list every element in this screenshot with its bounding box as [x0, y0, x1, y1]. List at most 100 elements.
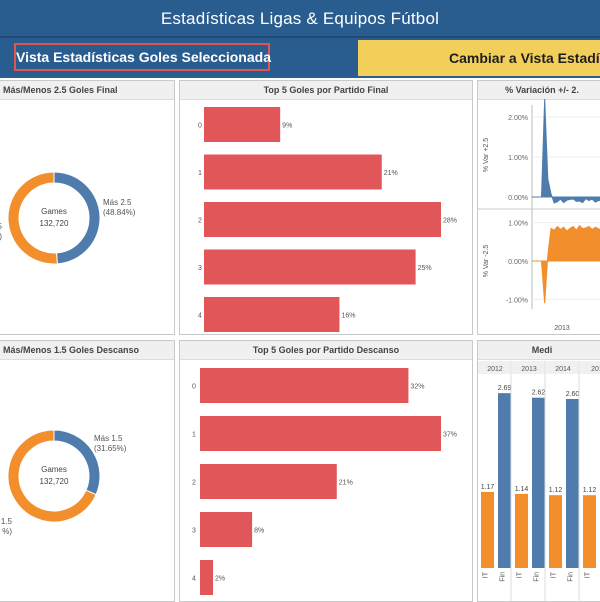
bar-value-label: 25% [418, 265, 432, 272]
app-title: Estadísticas Ligas & Equipos Fútbol [160, 9, 440, 28]
year-header [580, 361, 600, 374]
category-label: 1 [198, 170, 202, 177]
switch-view-button[interactable]: Cambiar a Vista Estadísticas [358, 40, 600, 76]
year-label: 2013 [521, 366, 537, 373]
app-title-bar: Estadísticas Ligas & Equipos Fútbol [0, 0, 600, 38]
bar-value-label: 1.17 [481, 484, 495, 491]
top5-final-title: Top 5 Goles por Partido Final [180, 81, 472, 100]
bar-value-label: 1.12 [549, 487, 563, 494]
bar-value-label: 21% [384, 170, 398, 177]
donut-final-title: Más/Menos 2.5 Goles Final [0, 81, 174, 100]
bar-value-label: 28% [443, 218, 457, 225]
bar-value-label: 1.14 [515, 486, 529, 493]
donut-final-chart: Más 2.5(48.84%) 5%) Games 132,720 [0, 171, 136, 265]
bar [200, 368, 409, 403]
area-series [532, 224, 600, 304]
donut-final-panel: Más/Menos 2.5 Goles Final Más 2.5 (48.84%… [0, 80, 175, 335]
y-tick-label: 0.00% [508, 195, 528, 202]
category-label: 3 [198, 265, 202, 272]
bar [200, 512, 253, 547]
y-axis-label: % Var -2.5 [483, 245, 490, 278]
donut-slice [53, 171, 101, 265]
bar [204, 154, 382, 190]
y-axis-label: % Var +2.5 [483, 138, 490, 172]
bar [515, 493, 528, 568]
x-tick-label: 2013 [554, 325, 570, 332]
slice-label: 1.5 [1, 517, 13, 526]
bar [200, 464, 337, 499]
series-axis-label: IT [585, 571, 592, 578]
bar [200, 416, 441, 451]
variation-chart: 2.00% 1.00% 0.00% % Var +2.5 1.00% 0.00% -1.00… [478, 98, 600, 332]
year-header [478, 361, 511, 374]
bar-value-label: 1.12 [583, 487, 597, 494]
bar [566, 399, 579, 568]
year-label: 201 [591, 366, 600, 373]
bar [583, 495, 596, 568]
y-tick-label: -1.00% [506, 297, 528, 304]
slice-value-label: (31.65%) [94, 444, 127, 453]
series-axis-label: IT [483, 571, 490, 578]
bar [204, 202, 441, 237]
donut-center-label: Games [41, 207, 67, 216]
medias-title: Medi [478, 341, 600, 360]
bar [532, 397, 545, 568]
medias-chart: 2012 1.17 IT 2.69 Fin 2013 1.14 IT 2.62 Fin 2014 1.… [478, 361, 600, 601]
bar [204, 107, 281, 142]
donut-center-value: 132,720 [40, 477, 69, 486]
series-axis-label: IT [551, 571, 558, 578]
y-tick-label: 0.00% [508, 259, 528, 266]
slice-label: Más 1.5 [94, 434, 123, 443]
donut-half-title: Más/Menos 1.5 Goles Descanso [0, 341, 174, 360]
variation-title: % Variación +/- 2. [478, 81, 600, 100]
category-label: 4 [192, 576, 196, 583]
bar-value-label: 9% [282, 123, 292, 130]
bar-value-label: 21% [339, 480, 353, 487]
y-tick-label: 1.00% [508, 155, 528, 162]
donut-half-chart: Más 1.5(31.65%) 1.5%) Games 132,720 [1, 429, 127, 536]
y-tick-label: 1.00% [508, 221, 528, 228]
top5-half-title: Top 5 Goles por Partido Descanso [180, 341, 472, 360]
slice-value-label: (48.84%) [103, 208, 136, 217]
year-header [546, 361, 579, 374]
slice-label: Más 2.5 [103, 198, 132, 207]
bar [200, 560, 214, 595]
year-label: 2012 [487, 366, 503, 373]
donut-slice [7, 171, 58, 265]
bar-value-label: 37% [443, 432, 457, 439]
bar-value-label: 2% [215, 576, 225, 583]
bar [481, 491, 494, 568]
slice-value-label: %) [2, 527, 12, 536]
series-axis-label: IT [517, 571, 524, 578]
top5-half-panel: Top 5 Goles por Partido Descanso 0 32% 1 37… [179, 340, 473, 602]
category-label: 1 [192, 432, 196, 439]
variation-panel: % Variación +/- 2. 2.00% 1.00% 0.00% % Var … [477, 80, 600, 335]
category-label: 0 [198, 123, 202, 130]
bar-value-label: 32% [410, 384, 424, 391]
top5-half-chart: 0 32% 1 37% 2 21% 3 8% 4 2% [192, 368, 457, 595]
category-label: 2 [198, 218, 202, 225]
category-label: 0 [192, 384, 196, 391]
bar-value-label: 8% [254, 528, 264, 535]
bar-value-label: 2.60 [566, 391, 580, 398]
category-label: 3 [192, 528, 196, 535]
donut-center-label: Games [41, 465, 67, 474]
bar [498, 393, 511, 568]
series-axis-label: Fin [568, 572, 575, 582]
bar [204, 297, 340, 332]
bar [549, 495, 562, 568]
top5-final-panel: Top 5 Goles por Partido Final 0 9% 1 21% 2 28… [179, 80, 473, 335]
selected-view-button[interactable]: Vista Estadísticas Goles Seleccionada [14, 43, 271, 71]
slice-value-label: %) [0, 232, 2, 241]
year-label: 2014 [555, 366, 571, 373]
bar-value-label: 2.69 [498, 385, 512, 392]
series-axis-label: Fin [500, 572, 507, 582]
bar [204, 249, 416, 285]
category-label: 4 [198, 313, 202, 320]
year-header [512, 361, 545, 374]
donut-half-panel: Más/Menos 1.5 Goles Descanso Más 1.5 (31.… [0, 340, 175, 602]
series-axis-label: Fin [534, 572, 541, 582]
y-tick-label: 2.00% [508, 115, 528, 122]
bar-value-label: 2.62 [532, 390, 546, 397]
category-label: 2 [192, 480, 196, 487]
